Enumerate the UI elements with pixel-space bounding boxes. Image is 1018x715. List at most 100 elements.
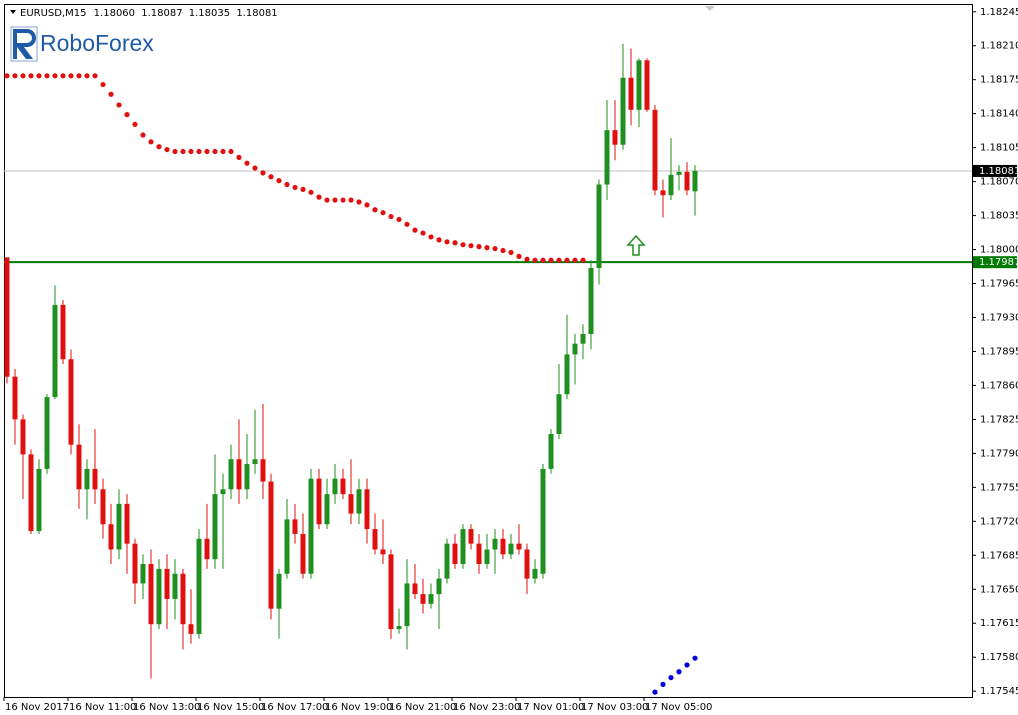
- sar-dot: [500, 247, 506, 254]
- y-tick-label: 1.17720: [980, 516, 1018, 527]
- candle-body: [532, 568, 538, 579]
- sar-dot: [228, 148, 234, 155]
- candle-body: [292, 519, 298, 534]
- sar-dot: [540, 257, 546, 263]
- candle-body: [676, 171, 682, 175]
- x-tick-label: 17 Nov 05:00: [645, 702, 712, 713]
- sar-dot: [132, 121, 138, 127]
- candle-body: [628, 77, 634, 110]
- sar-dot: [484, 245, 490, 251]
- y-tick-label: 1.17685: [980, 550, 1018, 561]
- candle-body: [60, 304, 66, 360]
- sar-dot: [668, 674, 674, 681]
- candle-body: [124, 503, 130, 544]
- candle-body: [252, 459, 258, 465]
- candle-body: [492, 538, 498, 550]
- candle-body: [476, 543, 482, 565]
- sar-dot: [684, 662, 690, 668]
- candle-body: [356, 489, 362, 514]
- sar-dot: [148, 139, 154, 145]
- x-tick-label: 16 Nov 15:00: [197, 702, 264, 713]
- sar-dot: [44, 73, 50, 79]
- sar-dot: [508, 249, 514, 256]
- candle-body: [644, 60, 650, 110]
- candle-body: [92, 468, 98, 490]
- symbol: EURUSD,M15: [20, 8, 86, 19]
- candle-body: [180, 573, 186, 625]
- sar-dot: [68, 73, 74, 79]
- sar-dot: [420, 230, 426, 236]
- sar-dot: [548, 257, 554, 263]
- header-high: 1.18087: [141, 8, 182, 19]
- sar-dot: [140, 132, 146, 138]
- sar-dot: [340, 197, 346, 203]
- y-tick-label: 1.18000: [980, 245, 1018, 256]
- header-close: 1.18081: [236, 8, 277, 19]
- candle-body: [316, 478, 322, 525]
- x-tick-label: 16 Nov 13:00: [133, 702, 200, 713]
- candle-body: [588, 268, 594, 334]
- sar-dot: [380, 210, 386, 216]
- y-tick-label: 1.17965: [980, 279, 1018, 290]
- candle-body: [140, 564, 146, 584]
- sar-dot: [676, 669, 682, 675]
- sar-dot: [516, 253, 522, 259]
- price-level-label: 1.17987: [979, 257, 1018, 268]
- candle-body: [84, 468, 90, 490]
- sar-dot: [28, 73, 34, 79]
- candle-body: [508, 543, 514, 555]
- x-tick-label: 17 Nov 01:00: [517, 702, 584, 713]
- sar-dot: [20, 73, 26, 79]
- sar-dot: [196, 148, 202, 155]
- candle-body: [100, 489, 106, 525]
- candle-body: [332, 478, 338, 495]
- sar-dot: [556, 257, 562, 263]
- y-tick-label: 1.17755: [980, 482, 1018, 493]
- candle-body: [12, 376, 18, 420]
- chart-header: EURUSD,M15 1.18060 1.18087 1.18035 1.180…: [20, 8, 278, 19]
- candle-body: [524, 549, 530, 579]
- sar-dot: [284, 181, 290, 188]
- sar-dot: [348, 197, 354, 203]
- x-tick-label: 16 Nov 21:00: [389, 702, 456, 713]
- candle-body: [484, 549, 490, 565]
- candle-body: [244, 464, 250, 490]
- candle-body: [236, 459, 242, 490]
- candle-body: [428, 594, 434, 604]
- candle-body: [420, 594, 426, 604]
- header-low: 1.18035: [189, 8, 230, 19]
- candle-body: [404, 583, 410, 627]
- sar-dot: [84, 73, 90, 79]
- candle-body: [684, 171, 690, 191]
- candle-body: [364, 489, 370, 530]
- candle-body: [436, 578, 442, 595]
- candle-body: [308, 478, 314, 574]
- x-tick-label: 16 Nov 11:00: [69, 702, 136, 713]
- candle-body: [276, 573, 282, 609]
- sar-dot: [220, 148, 226, 155]
- sar-dot: [4, 73, 10, 79]
- logo-text: RoboForex: [40, 30, 154, 56]
- candle-body: [28, 454, 34, 532]
- y-tick-label: 1.17615: [980, 618, 1018, 629]
- sar-dot: [76, 73, 82, 79]
- candle-body: [268, 481, 274, 609]
- sar-dot: [524, 256, 530, 262]
- price-level-box: [973, 164, 1017, 177]
- y-tick-label: 1.18175: [980, 75, 1018, 86]
- candle-body: [516, 543, 522, 550]
- sar-dot: [692, 655, 698, 661]
- y-tick-label: 1.17825: [980, 414, 1018, 425]
- candle-body: [540, 468, 546, 574]
- sar-dot: [412, 227, 418, 233]
- sar-dot: [452, 240, 458, 246]
- sar-dot: [60, 73, 66, 79]
- sar-dot: [372, 207, 378, 213]
- scroll-marker: [705, 6, 715, 11]
- candle-body: [636, 60, 642, 110]
- candle-body: [460, 529, 466, 565]
- candle-body: [348, 494, 354, 514]
- plot-area: [4, 43, 972, 695]
- sar-dot: [12, 73, 18, 79]
